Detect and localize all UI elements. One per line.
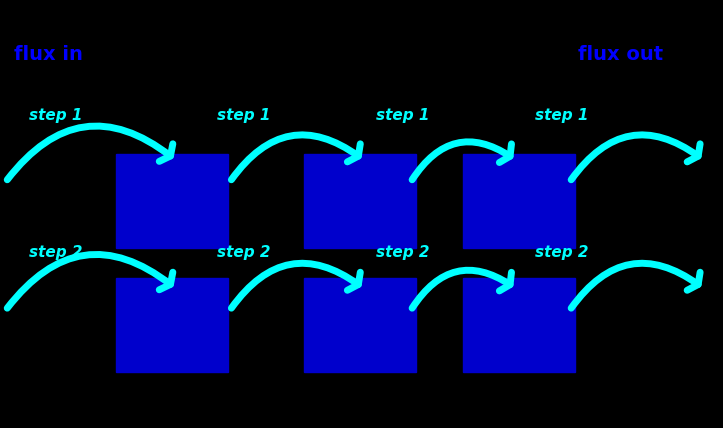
FancyBboxPatch shape bbox=[116, 278, 228, 372]
Text: step 1: step 1 bbox=[217, 108, 270, 123]
Text: step 2: step 2 bbox=[217, 245, 270, 260]
Text: step 1: step 1 bbox=[535, 108, 589, 123]
Text: step 1: step 1 bbox=[376, 108, 429, 123]
Text: step 2: step 2 bbox=[535, 245, 589, 260]
Text: flux in: flux in bbox=[14, 45, 83, 64]
FancyBboxPatch shape bbox=[463, 154, 575, 248]
FancyBboxPatch shape bbox=[116, 154, 228, 248]
Text: step 2: step 2 bbox=[376, 245, 429, 260]
FancyBboxPatch shape bbox=[304, 278, 416, 372]
Text: flux out: flux out bbox=[578, 45, 664, 64]
FancyBboxPatch shape bbox=[304, 154, 416, 248]
Text: step 1: step 1 bbox=[29, 108, 82, 123]
Text: step 2: step 2 bbox=[29, 245, 82, 260]
FancyBboxPatch shape bbox=[463, 278, 575, 372]
